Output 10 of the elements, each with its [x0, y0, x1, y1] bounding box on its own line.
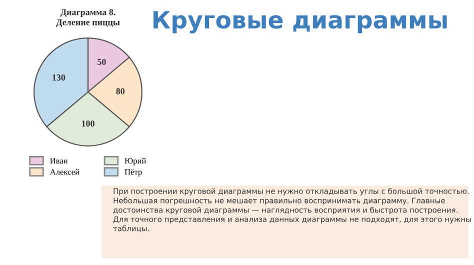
data-label: 130 [52, 74, 66, 81]
legend-label: Иван [50, 158, 68, 164]
data-label: 80 [116, 88, 125, 94]
text: Круговые диаграммы [153, 11, 447, 34]
chart-title: Диаграмма 8. Деление пиццы [56, 9, 120, 28]
legend-label: Алексей [50, 168, 80, 175]
data-label: 50 [98, 58, 106, 65]
legend-label: Юрий [124, 158, 146, 166]
data-label: 100 [82, 120, 94, 127]
legend-label: Пётр [124, 169, 142, 176]
